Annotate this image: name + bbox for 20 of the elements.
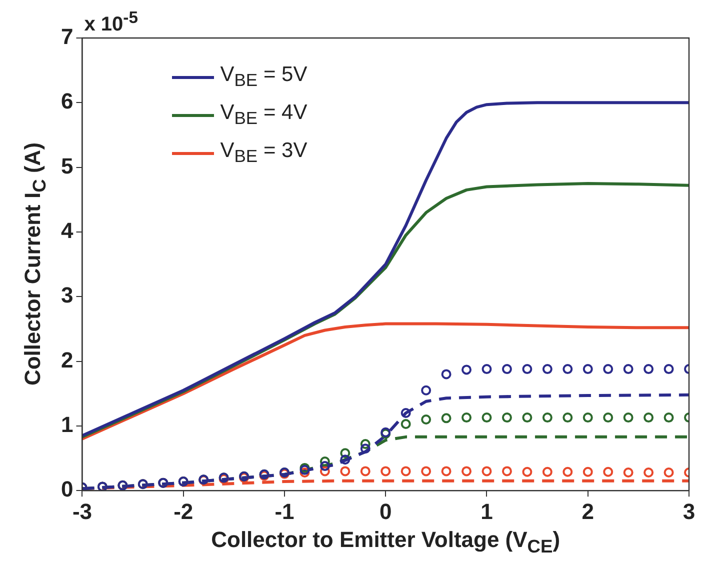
x-tick-label: -1 — [274, 498, 294, 524]
x-tick-label: 1 — [480, 498, 493, 524]
y-tick-label: 3 — [60, 282, 74, 308]
y-tick-label: 5 — [60, 153, 74, 178]
x-tick-label: 3 — [682, 498, 696, 524]
text: x 10$^{-5}$ — [84, 8, 138, 37]
y-tick-label: 0 — [60, 476, 74, 502]
y-tick-label: 6 — [60, 88, 74, 114]
x-tick-label: 0 — [379, 498, 392, 524]
legend-label: V$_{BE}$ = 4V — [220, 100, 308, 130]
y-tick-label: 4 — [60, 218, 74, 244]
legend-label: V$_{BE}$ = 3V — [220, 138, 308, 168]
y-tick-label: 2 — [60, 347, 74, 372]
x-axis-title: Collector to Emitter Voltage (V$_{CE}$) — [211, 526, 560, 557]
x-tick-label: -3 — [72, 498, 92, 524]
x-tick-label: -2 — [174, 498, 194, 524]
y-tick-label: 7 — [60, 24, 74, 50]
legend-label: V$_{BE}$ = 5V — [220, 62, 308, 92]
y-tick-label: 1 — [60, 412, 74, 438]
x-tick-label: 2 — [582, 498, 594, 524]
